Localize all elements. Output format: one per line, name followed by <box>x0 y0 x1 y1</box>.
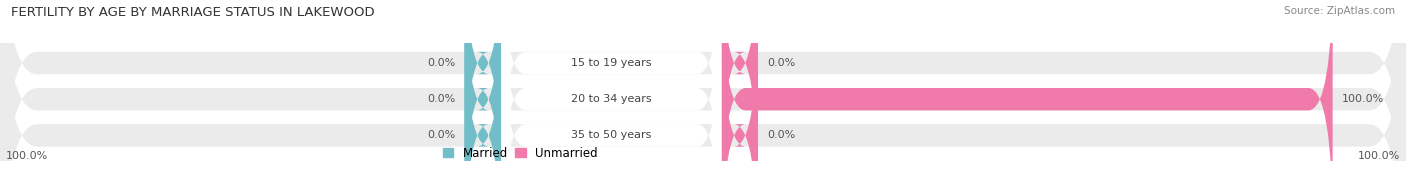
Text: 0.0%: 0.0% <box>427 58 456 68</box>
Text: 0.0%: 0.0% <box>427 94 456 104</box>
FancyBboxPatch shape <box>721 0 1333 196</box>
Text: 0.0%: 0.0% <box>768 130 796 140</box>
FancyBboxPatch shape <box>502 0 721 196</box>
FancyBboxPatch shape <box>721 0 758 196</box>
Text: 0.0%: 0.0% <box>427 130 456 140</box>
Text: 100.0%: 100.0% <box>1341 94 1384 104</box>
FancyBboxPatch shape <box>464 0 502 196</box>
Text: 100.0%: 100.0% <box>6 151 48 161</box>
FancyBboxPatch shape <box>464 2 502 196</box>
Text: 0.0%: 0.0% <box>768 58 796 68</box>
Legend: Married, Unmarried: Married, Unmarried <box>437 142 603 164</box>
Text: 100.0%: 100.0% <box>1358 151 1400 161</box>
Text: 35 to 50 years: 35 to 50 years <box>571 130 651 140</box>
Text: FERTILITY BY AGE BY MARRIAGE STATUS IN LAKEWOOD: FERTILITY BY AGE BY MARRIAGE STATUS IN L… <box>11 6 375 19</box>
FancyBboxPatch shape <box>502 0 721 196</box>
FancyBboxPatch shape <box>464 0 502 196</box>
FancyBboxPatch shape <box>721 2 758 196</box>
FancyBboxPatch shape <box>502 2 721 196</box>
Text: Source: ZipAtlas.com: Source: ZipAtlas.com <box>1284 6 1395 16</box>
Text: 20 to 34 years: 20 to 34 years <box>571 94 651 104</box>
Text: 15 to 19 years: 15 to 19 years <box>571 58 651 68</box>
